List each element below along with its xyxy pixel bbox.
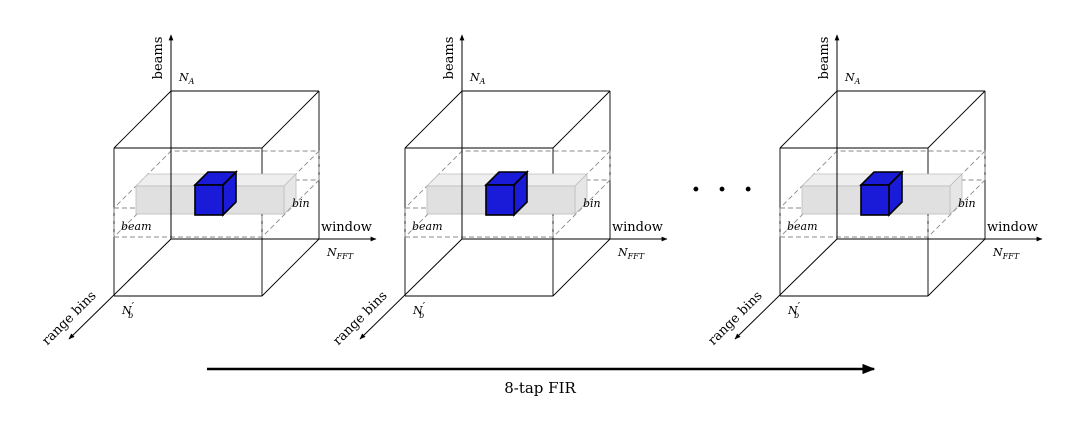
label-na-base: N (178, 71, 189, 84)
axis-beams-label: beams (817, 37, 832, 80)
label-na-sub: A (188, 77, 195, 86)
highlight-cube-inner-edge (222, 171, 237, 186)
label-nfft-sub: FFT (1002, 252, 1020, 261)
label-na: NA (844, 71, 861, 86)
label-nb-base: N (412, 304, 423, 317)
cube-edge (404, 90, 463, 149)
axis-window-label: window (612, 220, 663, 235)
label-nfft-sub: FFT (627, 252, 645, 261)
label-nb: N′ b (121, 300, 135, 320)
label-na-base: N (844, 71, 855, 84)
highlight-cube-front (860, 184, 890, 216)
cube-edge (927, 90, 986, 149)
highlight-cube-front (194, 184, 224, 216)
label-nb: N′ b (787, 300, 801, 320)
slab-beam-label: beam (412, 220, 443, 233)
label-nfft-base: N (617, 246, 628, 259)
label-nfft-base: N (992, 246, 1003, 259)
slab-bin-label: bin (292, 197, 310, 210)
axis-range (359, 238, 463, 340)
slab-bin-label: bin (958, 197, 976, 210)
slab-beam-label: beam (787, 220, 818, 233)
axis-range (734, 238, 838, 340)
label-nfft: NFFT (617, 246, 645, 261)
cube-edge (927, 238, 986, 297)
axis-window-label: window (987, 220, 1038, 235)
highlight-cube-inner-edge (513, 171, 528, 186)
cube-edge (552, 238, 611, 297)
label-nb: N′ b (412, 300, 426, 320)
cube-edge (261, 238, 320, 297)
cube-edge (552, 90, 611, 149)
cube-edge (113, 90, 172, 149)
cube-edge (261, 90, 320, 149)
highlight-cube-front (485, 184, 515, 216)
label-nfft-sub: FFT (336, 252, 354, 261)
highlight-cube-inner-edge (888, 171, 903, 186)
label-nb-base: N (121, 304, 132, 317)
label-na-sub: A (854, 77, 861, 86)
axis-window-label: window (321, 220, 372, 235)
axis-beams-label: beams (442, 37, 457, 80)
label-na-sub: A (479, 77, 486, 86)
ellipsis: · · · (691, 175, 756, 205)
label-nfft: NFFT (326, 246, 354, 261)
slab-beam-label: beam (121, 220, 152, 233)
label-nb-sub: b (794, 311, 799, 320)
label-na-base: N (469, 71, 480, 84)
axis-beams-label: beams (151, 37, 166, 80)
label-nb-base: N (787, 304, 798, 317)
label-nb-prime: ′ (798, 300, 801, 313)
label-nfft-base: N (326, 246, 337, 259)
label-nb-prime: ′ (423, 300, 426, 313)
axis-range (68, 238, 172, 340)
cube-edge (779, 90, 838, 149)
label-nfft: NFFT (992, 246, 1020, 261)
label-nb-sub: b (128, 311, 133, 320)
slab-bin-label: bin (583, 197, 601, 210)
label-na: NA (469, 71, 486, 86)
label-nb-sub: b (419, 311, 424, 320)
label-na: NA (178, 71, 195, 86)
label-nb-prime: ′ (132, 300, 135, 313)
fir-arrow-label: 8-tap FIR (504, 379, 576, 397)
